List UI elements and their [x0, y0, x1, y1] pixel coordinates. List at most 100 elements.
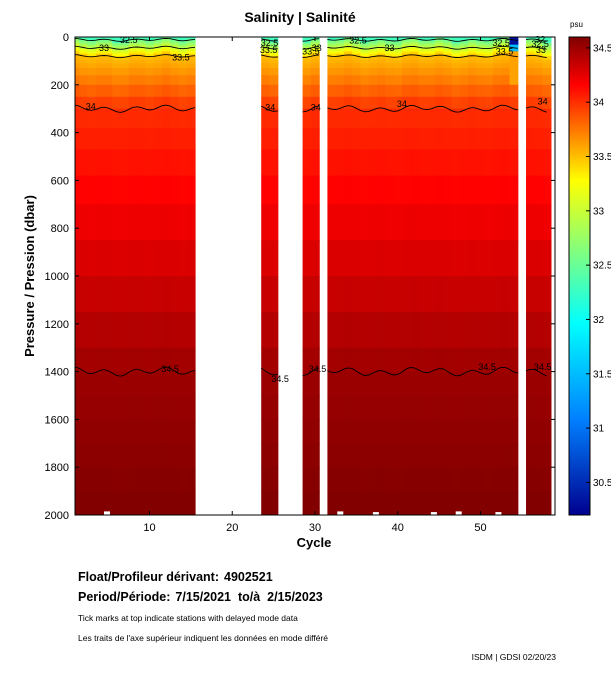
heatmap-cell	[443, 419, 453, 444]
heatmap-cell	[360, 68, 370, 76]
heatmap-cell	[112, 395, 122, 420]
heatmap-cell	[377, 204, 386, 241]
heatmap-cell	[335, 53, 345, 57]
heatmap-cell	[509, 127, 519, 150]
heatmap-cell	[112, 149, 122, 177]
heatmap-cell	[327, 443, 337, 468]
heatmap-cell	[352, 175, 362, 205]
heatmap-cell	[153, 51, 163, 55]
heatmap-cell	[360, 491, 370, 515]
heatmap-cell	[261, 51, 271, 55]
heatmap-cell	[418, 51, 428, 55]
heatmap-cell	[261, 56, 271, 61]
heatmap-cell	[476, 53, 486, 57]
heatmap-cell	[75, 276, 80, 313]
heatmap-cell	[145, 467, 155, 492]
heatmap-cell	[360, 59, 370, 64]
heatmap-cell	[435, 467, 444, 492]
heatmap-cell	[302, 276, 312, 313]
heatmap-cell	[112, 63, 122, 69]
heatmap-cell	[75, 40, 80, 44]
heatmap-cell	[153, 371, 163, 397]
heatmap-cell	[534, 56, 544, 61]
heatmap-cell	[443, 40, 453, 44]
heatmap-cell	[310, 48, 320, 52]
contour-line-33	[302, 46, 320, 50]
heatmap-cell	[426, 240, 436, 277]
chart-title: Salinity | Salinité	[244, 9, 355, 25]
colorbar-tick-label: 30.5	[593, 478, 611, 489]
heatmap-cell	[178, 37, 188, 40]
heatmap-cell	[112, 276, 122, 313]
heatmap-cell	[178, 42, 188, 46]
heatmap-cell	[75, 44, 80, 48]
heatmap-cell	[95, 75, 105, 86]
heatmap-cell	[368, 56, 378, 61]
heatmap-cell	[269, 59, 279, 64]
heatmap-cell	[393, 84, 403, 98]
heatmap-cell	[492, 63, 502, 69]
heatmap-cell	[310, 467, 320, 492]
heatmap-cell	[401, 84, 411, 98]
heatmap-cell	[95, 68, 105, 76]
heatmap-cell	[459, 59, 469, 64]
heatmap-cell	[145, 276, 155, 313]
heatmap-cell	[79, 467, 89, 492]
heatmap-cell	[426, 53, 436, 57]
heatmap-cell	[393, 46, 403, 50]
heatmap-cell	[120, 240, 130, 277]
contour-line-34	[327, 104, 518, 113]
heatmap-cell	[401, 371, 411, 397]
heatmap-cell	[393, 443, 403, 468]
heatmap-cell	[112, 240, 122, 277]
heatmap-cell	[120, 96, 130, 110]
heatmap-cell	[186, 84, 196, 98]
heatmap-cell	[426, 276, 436, 313]
heatmap-cell	[542, 59, 552, 64]
heatmap-cell	[509, 467, 519, 492]
heatmap-cell	[534, 68, 544, 76]
heatmap-cell	[153, 42, 163, 46]
heatmap-cell	[128, 51, 138, 55]
heatmap-cell	[476, 204, 486, 241]
heatmap-cell	[79, 491, 89, 515]
heatmap-cell	[79, 175, 89, 205]
heatmap-cell	[269, 371, 279, 397]
heatmap-cell	[492, 84, 502, 98]
heatmap-cell	[269, 127, 279, 150]
heatmap-cell	[377, 96, 386, 110]
heatmap-cell	[153, 127, 163, 150]
heatmap-cell	[443, 56, 453, 61]
heatmap-cell	[343, 48, 353, 52]
heatmap-cell	[137, 68, 146, 76]
heatmap-cell	[153, 311, 163, 349]
heatmap-cell	[310, 108, 320, 129]
heatmap-cell	[112, 37, 122, 40]
heatmap-cell	[137, 127, 146, 150]
heatmap-cell	[95, 204, 105, 241]
contour-line-33.5	[525, 54, 547, 59]
heatmap-cell	[269, 347, 279, 373]
heatmap-cell	[137, 395, 146, 420]
heatmap-cell	[393, 395, 403, 420]
heatmap-cell	[269, 38, 279, 42]
heatmap-cell	[327, 395, 337, 420]
heatmap-cell	[492, 491, 502, 515]
heatmap-cell	[509, 443, 519, 468]
heatmap-cell	[261, 48, 271, 52]
heatmap-cell	[145, 42, 155, 46]
heatmap-cell	[120, 108, 130, 129]
heatmap-cell	[352, 42, 362, 46]
heatmap-cell	[418, 40, 428, 44]
heatmap-cell	[161, 51, 171, 55]
heatmap-cell	[501, 127, 511, 150]
y-axis: 0 200 400 600 800 1000 1200 1400 1600 1800 2000	[45, 32, 555, 522]
heatmap-cell	[153, 59, 163, 64]
heatmap-cell	[526, 175, 535, 205]
heatmap-cell	[401, 204, 411, 241]
heatmap-cell	[435, 42, 444, 46]
heatmap-cell	[468, 149, 477, 177]
heatmap-cell	[95, 419, 105, 444]
heatmap-cell	[484, 59, 494, 64]
heatmap-cell	[401, 467, 411, 492]
